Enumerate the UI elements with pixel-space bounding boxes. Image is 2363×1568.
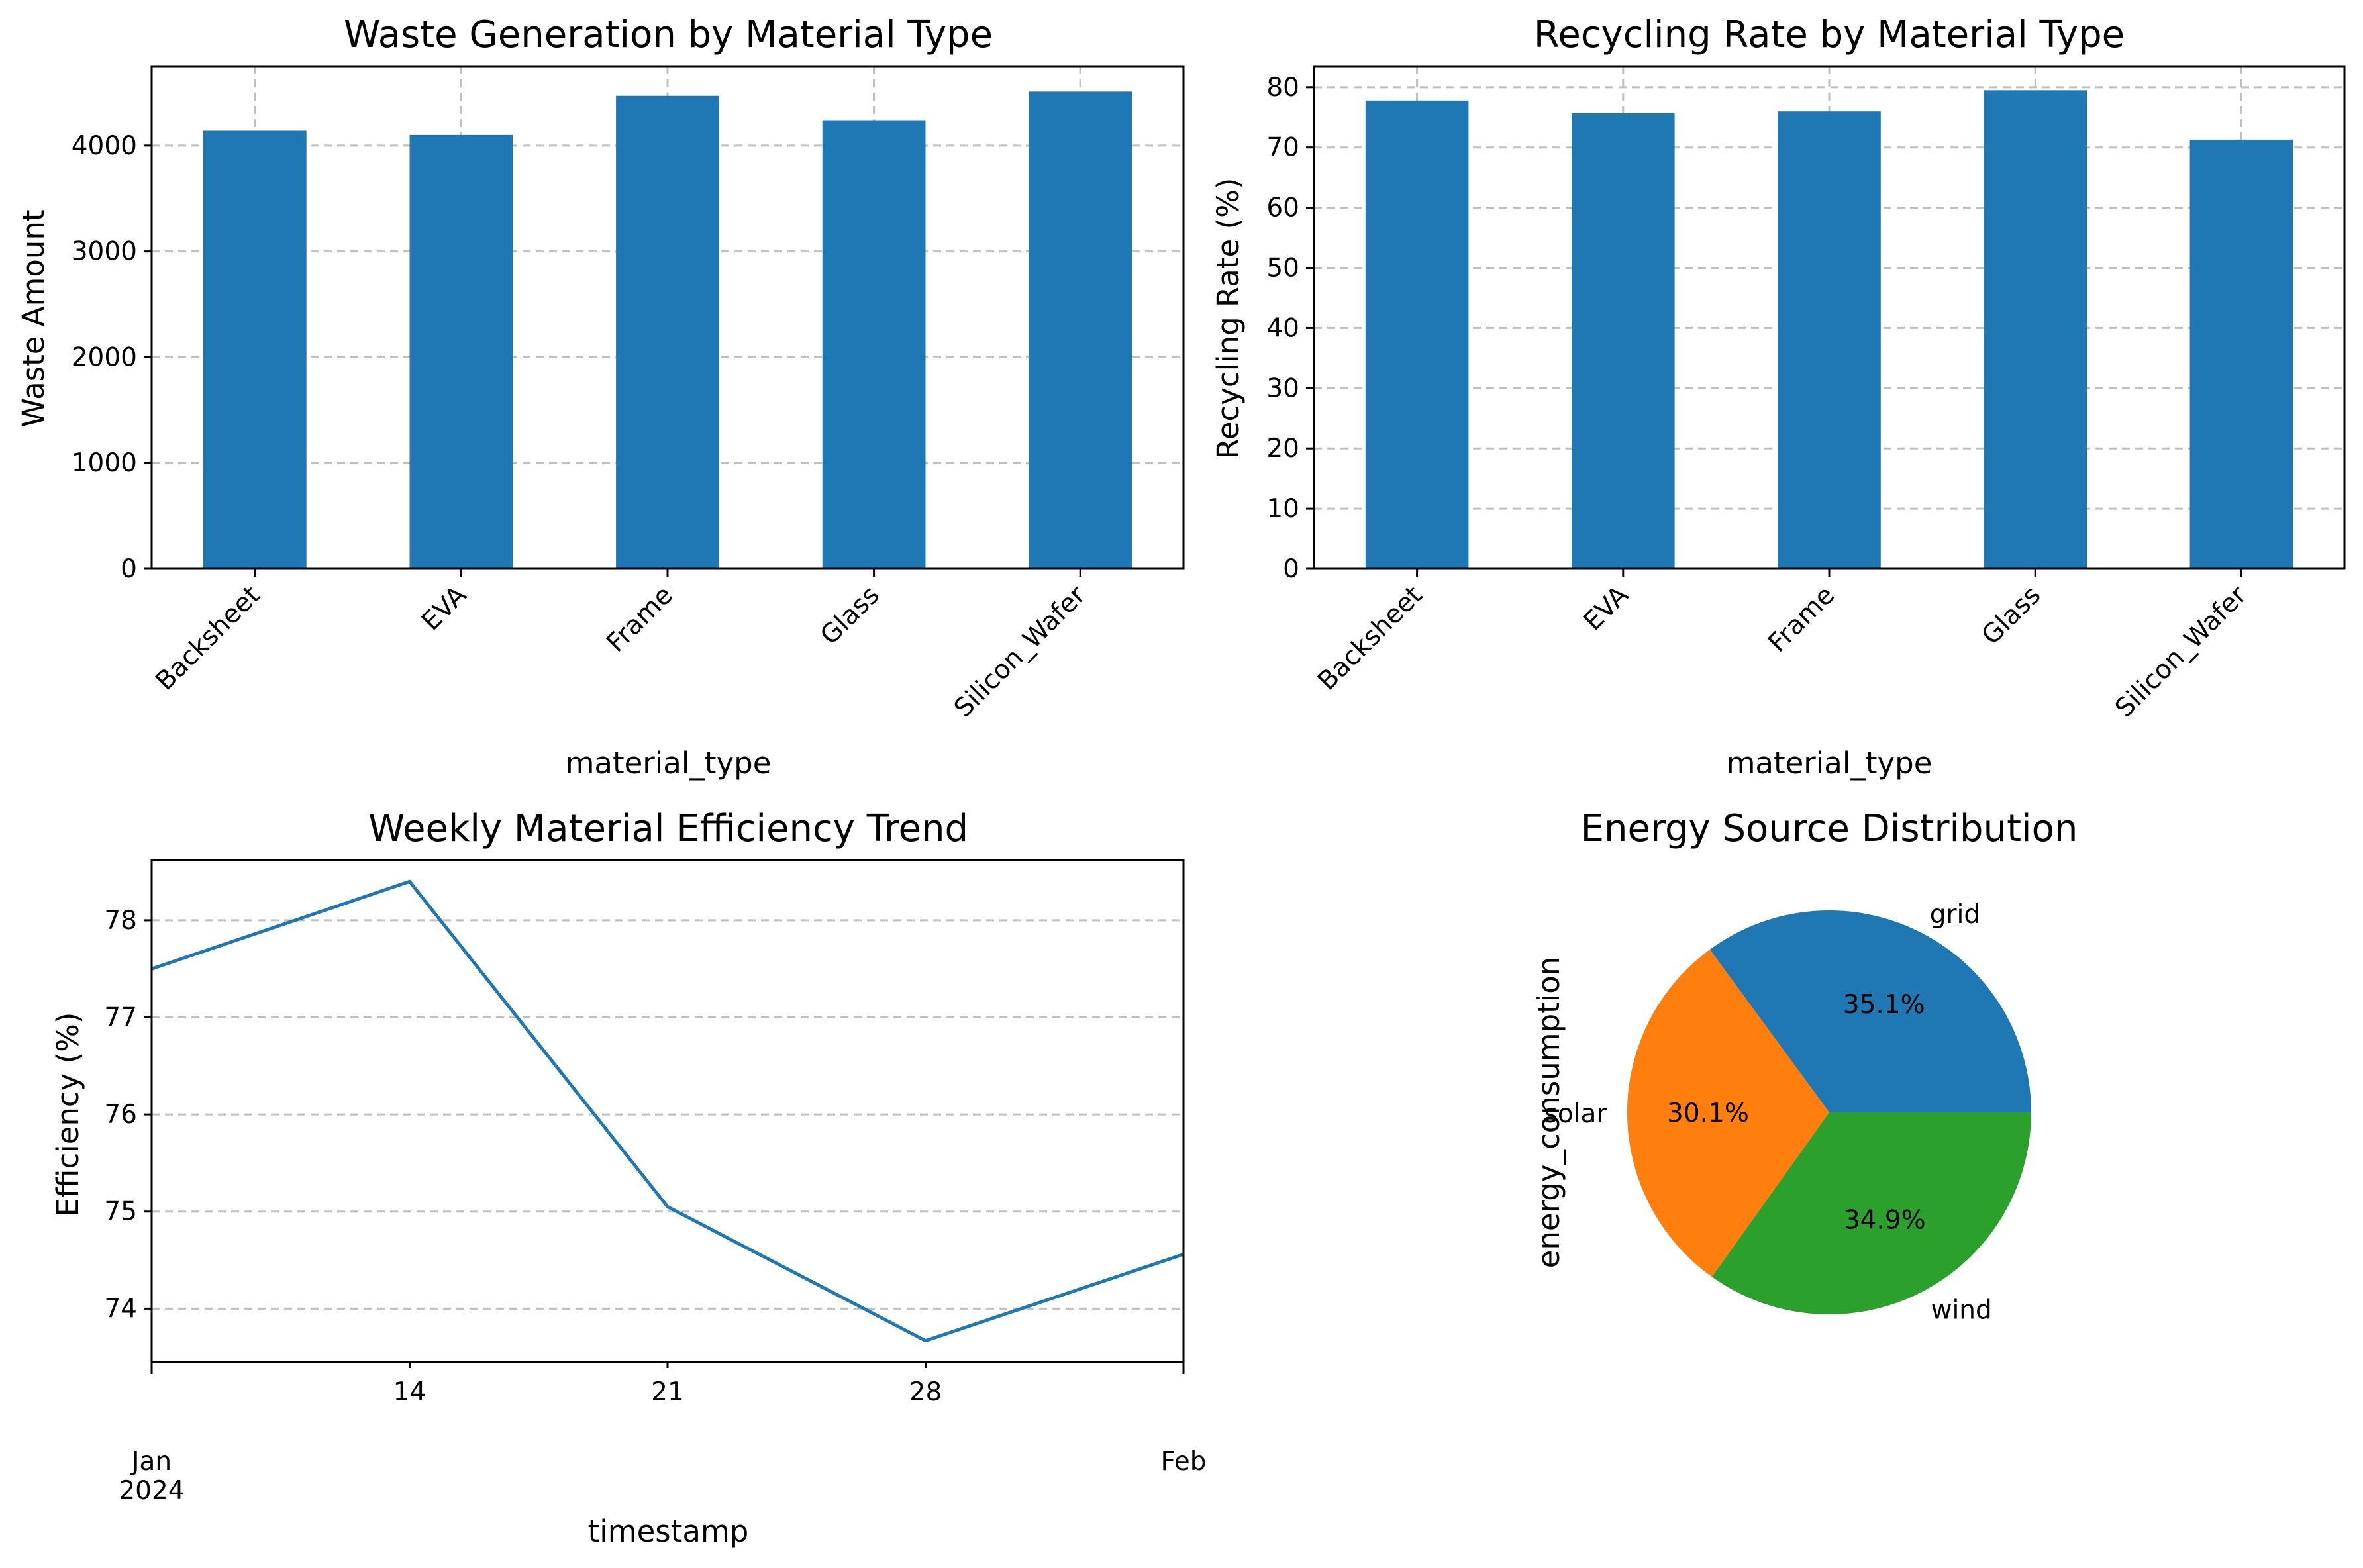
y-tick-label: 3000 bbox=[72, 237, 137, 267]
efficiency-line bbox=[151, 879, 1184, 1343]
bar bbox=[822, 120, 926, 569]
pie-pct-label: 35.1% bbox=[1843, 990, 1925, 1020]
y-tick-label: 0 bbox=[121, 554, 137, 584]
pie-slice bbox=[1709, 910, 2031, 1112]
y-tick-label: 20 bbox=[1266, 434, 1299, 464]
y-tick-label: 50 bbox=[1266, 254, 1299, 283]
x-tick-label-minor: 28 bbox=[909, 1377, 942, 1407]
y-tick-label: 10 bbox=[1266, 494, 1299, 524]
x-tick-label-major: Feb bbox=[1160, 1447, 1206, 1477]
waste-chart-xlabel: material_type bbox=[566, 746, 772, 781]
energy-chart-ylabel: energy_consumption bbox=[1531, 957, 1566, 1269]
efficiency-chart-ylabel: Efficiency (%) bbox=[50, 1012, 85, 1217]
energy-source-chart: Energy Source Distribution energy_consum… bbox=[1531, 807, 2078, 1325]
waste-chart-title: Waste Generation by Material Type bbox=[344, 13, 993, 56]
y-tick-label: 40 bbox=[1266, 313, 1299, 343]
y-tick-label: 76 bbox=[104, 1100, 137, 1130]
y-tick-label: 77 bbox=[104, 1003, 137, 1033]
bar bbox=[1029, 91, 1132, 569]
y-tick-label: 30 bbox=[1266, 373, 1299, 403]
bar bbox=[1572, 113, 1675, 569]
y-tick-label: 70 bbox=[1266, 133, 1299, 163]
y-tick-label: 74 bbox=[104, 1294, 137, 1324]
y-tick-label: 75 bbox=[104, 1197, 137, 1227]
y-tick-label: 60 bbox=[1266, 193, 1299, 223]
x-tick-label-minor: 14 bbox=[393, 1377, 427, 1407]
pie-slice bbox=[1711, 1112, 2031, 1315]
y-tick-label: 2000 bbox=[72, 342, 137, 372]
bar bbox=[616, 95, 719, 569]
pie-label: wind bbox=[1931, 1295, 1992, 1325]
recycling-chart-xlabel: material_type bbox=[1727, 746, 1933, 781]
pie-label: grid bbox=[1930, 900, 1980, 930]
y-tick-label: 80 bbox=[1266, 73, 1299, 103]
bar bbox=[409, 134, 513, 569]
pie-slice bbox=[1627, 950, 1829, 1277]
energy-chart-title: Energy Source Distribution bbox=[1581, 807, 2078, 850]
x-tick-label-minor: 21 bbox=[651, 1377, 684, 1407]
pie-pct-label: 34.9% bbox=[1844, 1206, 1926, 1236]
efficiency-trend-chart: Weekly Material Efficiency Trend timesta… bbox=[50, 807, 1207, 1549]
bar bbox=[1778, 111, 1881, 569]
pie-label: solar bbox=[1544, 1099, 1608, 1129]
pie-pct-label: 30.1% bbox=[1667, 1099, 1749, 1128]
y-tick-label: 1000 bbox=[72, 448, 137, 478]
bar bbox=[2189, 139, 2293, 569]
x-tick-label-major-year: 2024 bbox=[119, 1476, 184, 1506]
efficiency-chart-xlabel: timestamp bbox=[588, 1514, 749, 1549]
bar bbox=[203, 130, 307, 569]
y-tick-label: 4000 bbox=[72, 131, 137, 161]
recycling-chart-title: Recycling Rate by Material Type bbox=[1534, 13, 2125, 56]
bar bbox=[1365, 100, 1469, 569]
x-tick-label-major: Jan bbox=[130, 1447, 172, 1477]
y-tick-label: 78 bbox=[104, 906, 137, 936]
y-tick-label: 0 bbox=[1283, 554, 1299, 584]
waste-chart-ylabel: Waste Amount bbox=[16, 209, 51, 427]
recycling-chart-ylabel: Recycling Rate (%) bbox=[1211, 178, 1246, 460]
efficiency-chart-title: Weekly Material Efficiency Trend bbox=[368, 807, 968, 850]
bar bbox=[1984, 90, 2087, 569]
waste-generation-chart: Waste Generation by Material Type materi… bbox=[16, 13, 1185, 781]
